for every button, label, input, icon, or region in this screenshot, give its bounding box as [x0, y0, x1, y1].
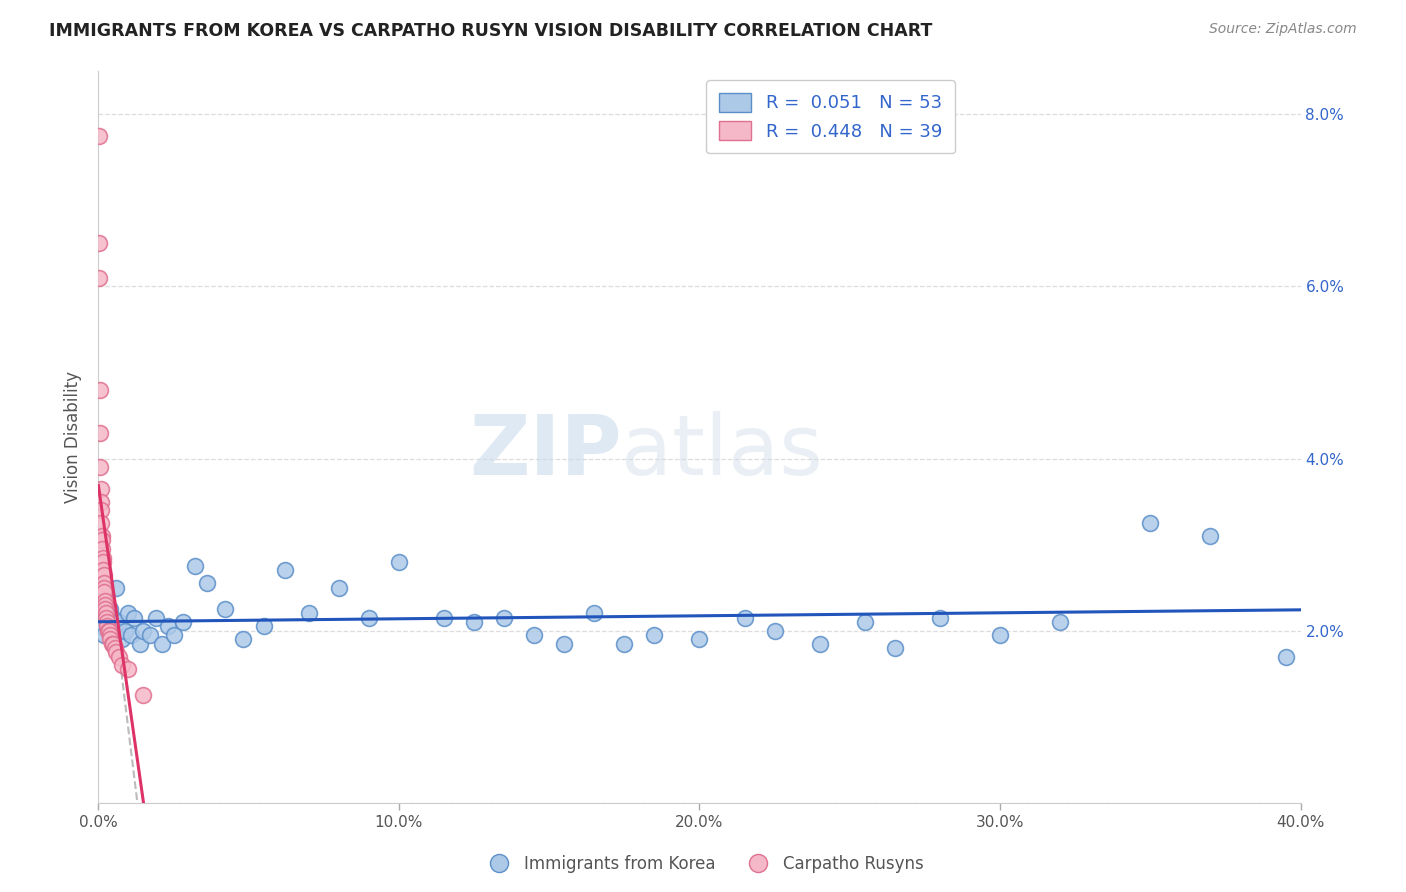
Point	[93, 585, 115, 599]
Point	[1139, 516, 1161, 530]
Point	[93, 607, 115, 621]
Point	[214, 602, 236, 616]
Point	[91, 533, 114, 548]
Point	[91, 550, 114, 565]
Point	[93, 628, 115, 642]
Point	[104, 640, 127, 655]
Point	[357, 611, 380, 625]
Point	[100, 632, 122, 647]
Point	[94, 602, 117, 616]
Point	[90, 619, 112, 633]
Point	[111, 632, 134, 647]
Point	[89, 383, 111, 397]
Point	[117, 662, 139, 676]
Point	[94, 598, 117, 612]
Point	[93, 567, 115, 582]
Point	[689, 632, 711, 647]
Point	[101, 637, 124, 651]
Point	[523, 628, 546, 642]
Point	[734, 611, 756, 625]
Point	[91, 564, 114, 578]
Point	[613, 637, 636, 651]
Point	[553, 637, 575, 651]
Point	[145, 611, 167, 625]
Point	[105, 581, 128, 595]
Point	[138, 628, 160, 642]
Legend: Immigrants from Korea, Carpatho Rusyns: Immigrants from Korea, Carpatho Rusyns	[477, 848, 929, 880]
Point	[91, 541, 114, 556]
Point	[96, 615, 118, 629]
Point	[96, 611, 118, 625]
Point	[132, 624, 155, 638]
Point	[117, 607, 139, 621]
Point	[96, 619, 118, 633]
Point	[150, 637, 173, 651]
Point	[90, 529, 112, 543]
Point	[124, 611, 146, 625]
Point	[808, 637, 831, 651]
Legend: R =  0.051   N = 53, R =  0.448   N = 39: R = 0.051 N = 53, R = 0.448 N = 39	[706, 80, 955, 153]
Point	[96, 611, 118, 625]
Point	[94, 607, 117, 621]
Point	[97, 624, 120, 638]
Point	[433, 611, 456, 625]
Point	[132, 688, 155, 702]
Y-axis label: Vision Disability: Vision Disability	[65, 371, 83, 503]
Point	[111, 658, 134, 673]
Point	[328, 581, 350, 595]
Point	[89, 425, 111, 440]
Point	[988, 628, 1011, 642]
Point	[763, 624, 786, 638]
Text: IMMIGRANTS FROM KOREA VS CARPATHO RUSYN VISION DISABILITY CORRELATION CHART: IMMIGRANTS FROM KOREA VS CARPATHO RUSYN …	[49, 22, 932, 40]
Point	[883, 640, 905, 655]
Point	[129, 637, 152, 651]
Point	[105, 645, 128, 659]
Point	[162, 628, 184, 642]
Point	[156, 619, 179, 633]
Point	[195, 576, 218, 591]
Point	[388, 555, 411, 569]
Point	[100, 602, 122, 616]
Point	[97, 624, 120, 638]
Point	[91, 555, 114, 569]
Point	[87, 128, 110, 143]
Point	[108, 615, 131, 629]
Point	[121, 628, 143, 642]
Point	[100, 624, 122, 638]
Point	[643, 628, 665, 642]
Point	[1199, 529, 1222, 543]
Point	[463, 615, 485, 629]
Point	[93, 576, 115, 591]
Text: atlas: atlas	[621, 411, 823, 492]
Point	[232, 632, 254, 647]
Text: ZIP: ZIP	[468, 411, 621, 492]
Point	[929, 611, 952, 625]
Point	[853, 615, 876, 629]
Point	[274, 564, 297, 578]
Point	[90, 516, 112, 530]
Point	[253, 619, 276, 633]
Point	[494, 611, 516, 625]
Point	[103, 611, 125, 625]
Point	[98, 628, 121, 642]
Text: Source: ZipAtlas.com: Source: ZipAtlas.com	[1209, 22, 1357, 37]
Point	[108, 649, 131, 664]
Point	[90, 503, 112, 517]
Point	[90, 494, 112, 508]
Point	[93, 581, 115, 595]
Point	[172, 615, 194, 629]
Point	[103, 637, 125, 651]
Point	[183, 559, 205, 574]
Point	[1274, 649, 1296, 664]
Point	[89, 482, 111, 496]
Point	[87, 236, 110, 251]
Point	[103, 637, 125, 651]
Point	[1049, 615, 1071, 629]
Point	[114, 624, 136, 638]
Point	[89, 271, 111, 285]
Point	[89, 460, 111, 475]
Point	[93, 593, 115, 607]
Point	[298, 607, 321, 621]
Point	[583, 607, 606, 621]
